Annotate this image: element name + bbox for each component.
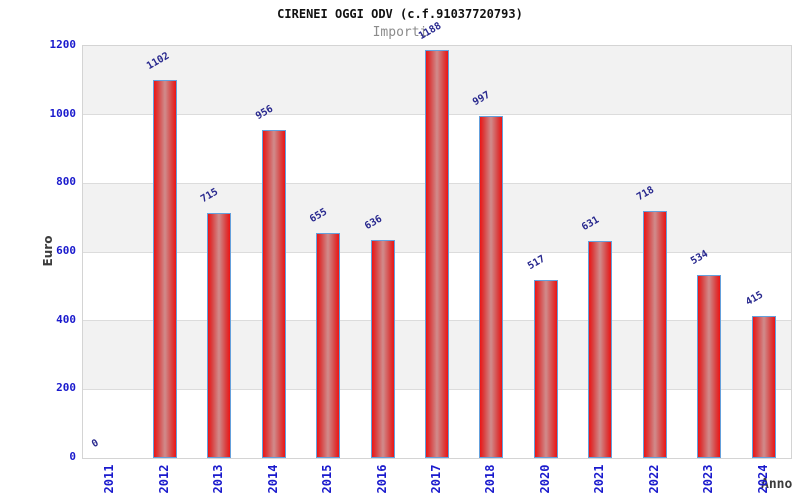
x-tick-label-2017: 2017 bbox=[429, 464, 443, 494]
x-tick-label-2022: 2022 bbox=[646, 464, 661, 494]
bar-2012 bbox=[152, 80, 177, 458]
bar-2013 bbox=[207, 213, 232, 458]
x-tick-label-2023: 2023 bbox=[701, 464, 716, 494]
bar-2014 bbox=[261, 130, 286, 458]
bar-2017 bbox=[425, 50, 449, 458]
bar-2024 bbox=[751, 316, 776, 458]
x-tick-label-2021: 2021 bbox=[592, 464, 607, 494]
y-tick-label: 1000 bbox=[49, 106, 77, 120]
bar-2023 bbox=[697, 275, 722, 458]
y-tick-label: 400 bbox=[56, 312, 76, 326]
bar-2018 bbox=[479, 116, 504, 458]
x-tick-label-2011: 2011 bbox=[102, 464, 117, 494]
y-tick-label: 1200 bbox=[49, 38, 77, 51]
x-tick-label-2016: 2016 bbox=[374, 464, 389, 494]
y-tick-label: 200 bbox=[56, 381, 76, 395]
bar-2016 bbox=[370, 240, 395, 458]
bar-2022 bbox=[642, 211, 667, 458]
y-tick-label: 800 bbox=[56, 175, 76, 189]
x-tick-label-2020: 2020 bbox=[537, 464, 552, 494]
x-tick-label-2024: 2024 bbox=[755, 464, 770, 494]
bar-2021 bbox=[588, 241, 613, 458]
x-axis-title: Anno bbox=[761, 477, 793, 492]
plot-area bbox=[82, 45, 792, 459]
x-tick-label-2018: 2018 bbox=[483, 464, 498, 494]
x-tick-label-2013: 2013 bbox=[211, 464, 226, 494]
bar-2015 bbox=[316, 233, 341, 458]
x-tick-label-2014: 2014 bbox=[265, 464, 280, 494]
y-tick-label: 600 bbox=[56, 244, 76, 257]
x-tick-label-2012: 2012 bbox=[156, 464, 171, 494]
chart-subtitle: Importi bbox=[372, 25, 428, 40]
y-tick-label: 0 bbox=[69, 450, 76, 463]
bar-2020 bbox=[533, 280, 558, 458]
x-tick-label-2015: 2015 bbox=[320, 464, 335, 494]
chart-title: CIRENEI OGGI ODV (c.f.91037720793) bbox=[277, 7, 523, 21]
